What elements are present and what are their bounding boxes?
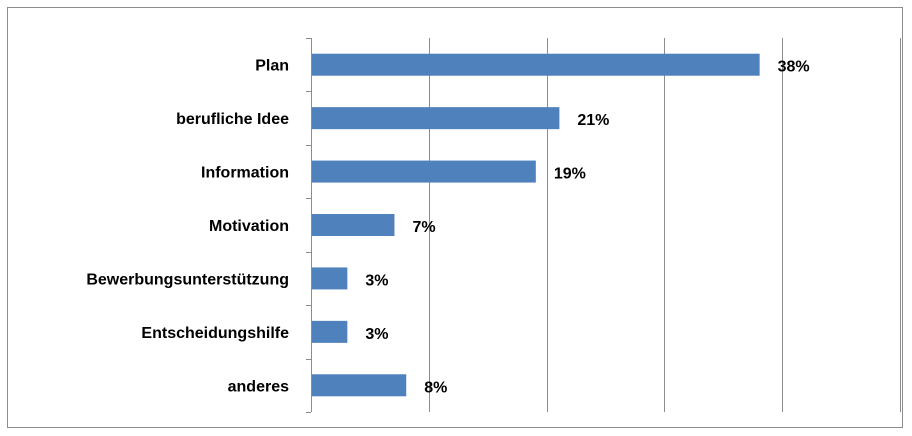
category-label: Plan	[255, 58, 289, 75]
category-label: Motivation	[209, 218, 289, 235]
data-label: 21%	[577, 112, 609, 129]
category-label: anderes	[228, 378, 289, 395]
data-label: 3%	[365, 326, 388, 343]
gridlines	[429, 38, 901, 412]
category-label: Entscheidungshilfe	[141, 325, 289, 342]
category-label: berufliche Idee	[176, 111, 289, 128]
bar	[312, 267, 348, 290]
data-label: 3%	[365, 272, 388, 289]
bar	[312, 53, 760, 76]
data-label: 19%	[554, 166, 586, 183]
data-label: 8%	[424, 379, 447, 396]
category-label: Bewerbungsunterstützung	[86, 271, 289, 288]
bar	[312, 160, 536, 183]
labels: Plan 38% berufliche Idee 21% Information 19% M…	[86, 58, 809, 397]
category-label: Information	[201, 165, 289, 182]
bars	[312, 53, 760, 397]
data-label: 7%	[412, 219, 435, 236]
chart-area	[7, 7, 903, 428]
bar	[312, 107, 560, 130]
data-label: 38%	[778, 59, 810, 76]
bar	[312, 214, 395, 236]
bar	[312, 320, 348, 343]
bar	[312, 374, 407, 397]
category-axis	[306, 38, 312, 413]
